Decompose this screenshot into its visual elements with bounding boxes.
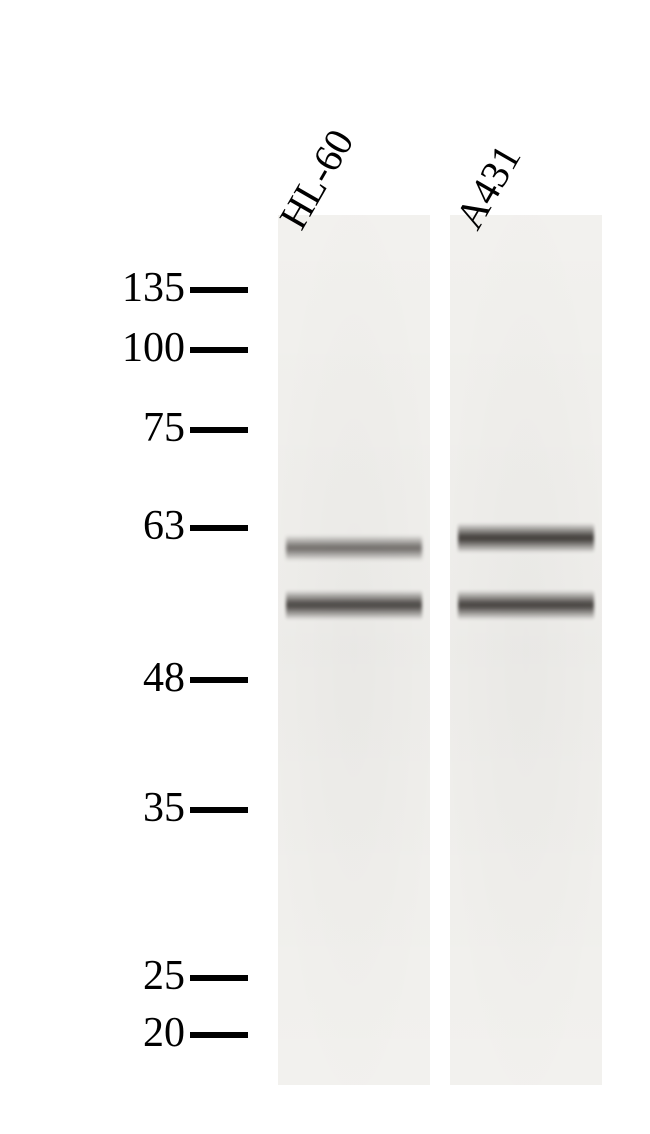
mw-tick bbox=[190, 975, 248, 981]
mw-tick bbox=[190, 525, 248, 531]
mw-label: 63 bbox=[143, 502, 185, 550]
mw-tick bbox=[190, 347, 248, 353]
mw-tick bbox=[190, 287, 248, 293]
mw-label: 35 bbox=[143, 784, 185, 832]
protein-band bbox=[286, 590, 423, 620]
gel-lane bbox=[278, 215, 430, 1085]
mw-label: 48 bbox=[143, 654, 185, 702]
mw-label: 135 bbox=[122, 264, 185, 312]
mw-tick bbox=[190, 807, 248, 813]
protein-band bbox=[458, 590, 595, 620]
mw-tick bbox=[190, 1032, 248, 1038]
mw-label: 25 bbox=[143, 952, 185, 1000]
gel-lane bbox=[450, 215, 602, 1085]
mw-label: 20 bbox=[143, 1009, 185, 1057]
mw-tick bbox=[190, 427, 248, 433]
mw-label: 100 bbox=[122, 324, 185, 372]
protein-band bbox=[458, 523, 595, 553]
blot-canvas: 135100756348352520HL-60A431 bbox=[0, 0, 650, 1134]
protein-band bbox=[286, 535, 423, 561]
mw-tick bbox=[190, 677, 248, 683]
mw-label: 75 bbox=[143, 404, 185, 452]
